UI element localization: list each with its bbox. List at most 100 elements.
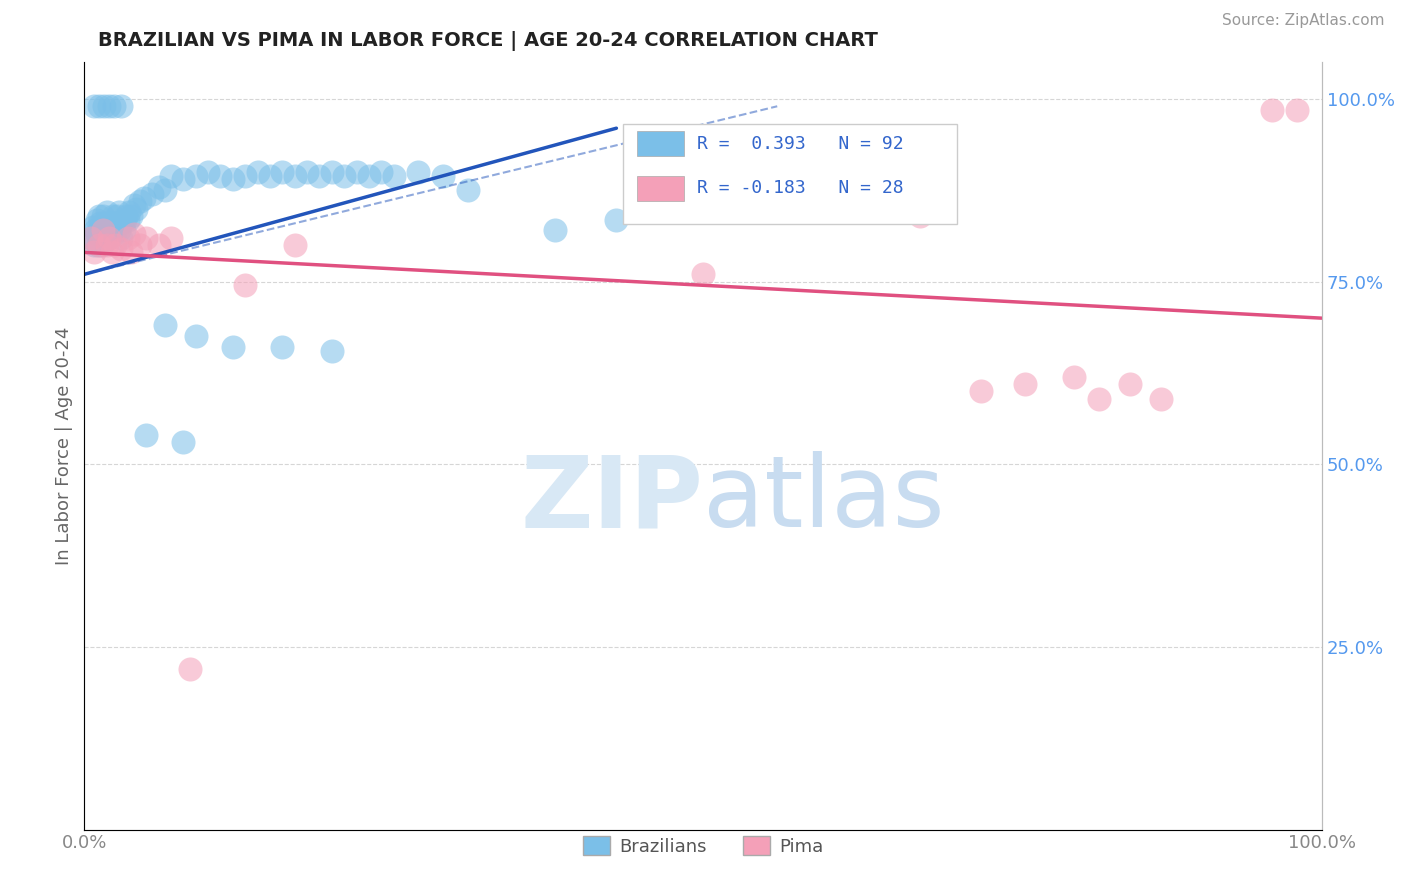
Point	[104, 238, 127, 252]
Point	[271, 340, 294, 354]
Point	[84, 223, 107, 237]
Point	[122, 227, 145, 241]
Point	[432, 169, 454, 183]
Point	[1285, 103, 1308, 117]
Point	[370, 165, 392, 179]
Point	[89, 227, 111, 241]
Point	[184, 169, 207, 183]
Point	[160, 231, 183, 245]
Point	[160, 169, 183, 183]
Point	[129, 194, 152, 209]
Point	[98, 216, 121, 230]
Point	[110, 231, 132, 245]
Point	[408, 165, 430, 179]
Point	[115, 209, 138, 223]
Point	[98, 231, 121, 245]
Text: Source: ZipAtlas.com: Source: ZipAtlas.com	[1222, 13, 1385, 29]
Point	[100, 245, 122, 260]
Point	[970, 384, 993, 399]
Point	[382, 169, 405, 183]
Text: atlas: atlas	[703, 451, 945, 549]
Point	[120, 209, 142, 223]
Point	[1150, 392, 1173, 406]
Point	[93, 99, 115, 113]
Point	[86, 212, 108, 227]
Point	[148, 238, 170, 252]
Point	[96, 238, 118, 252]
Point	[104, 216, 127, 230]
Point	[100, 216, 122, 230]
Point	[233, 169, 256, 183]
Point	[98, 99, 121, 113]
FancyBboxPatch shape	[637, 176, 685, 201]
Point	[605, 212, 627, 227]
Point	[118, 205, 141, 219]
Point	[233, 278, 256, 293]
Point	[222, 172, 245, 186]
Point	[90, 238, 112, 252]
Point	[153, 318, 176, 333]
Point	[110, 99, 132, 113]
Text: BRAZILIAN VS PIMA IN LABOR FORCE | AGE 20-24 CORRELATION CHART: BRAZILIAN VS PIMA IN LABOR FORCE | AGE 2…	[98, 31, 879, 51]
Point	[271, 165, 294, 179]
Point	[103, 99, 125, 113]
Point	[179, 662, 201, 676]
Point	[105, 209, 128, 223]
Point	[284, 238, 307, 252]
Point	[89, 216, 111, 230]
Point	[172, 435, 194, 450]
Point	[79, 231, 101, 245]
Point	[122, 198, 145, 212]
Point	[284, 169, 307, 183]
Point	[125, 202, 148, 216]
Point	[83, 245, 105, 260]
Point	[141, 186, 163, 201]
Point	[148, 179, 170, 194]
Point	[91, 223, 114, 237]
Point	[259, 169, 281, 183]
Point	[543, 223, 565, 237]
Point	[1261, 103, 1284, 117]
Point	[110, 216, 132, 230]
Point	[135, 428, 157, 442]
Point	[222, 340, 245, 354]
Point	[91, 209, 114, 223]
Point	[1088, 392, 1111, 406]
Point	[295, 165, 318, 179]
Point	[82, 219, 104, 234]
Point	[692, 268, 714, 282]
Point	[96, 205, 118, 219]
Point	[197, 165, 219, 179]
Point	[120, 245, 142, 260]
Point	[135, 231, 157, 245]
Y-axis label: In Labor Force | Age 20-24: In Labor Force | Age 20-24	[55, 326, 73, 566]
Point	[172, 172, 194, 186]
FancyBboxPatch shape	[623, 124, 956, 224]
Point	[1014, 376, 1036, 391]
Point	[117, 231, 139, 245]
Point	[153, 183, 176, 197]
Point	[87, 238, 110, 252]
Point	[98, 223, 121, 237]
Point	[96, 219, 118, 234]
Point	[91, 223, 114, 237]
Point	[321, 165, 343, 179]
Point	[184, 329, 207, 343]
FancyBboxPatch shape	[637, 131, 685, 156]
Point	[457, 183, 479, 197]
Point	[117, 212, 139, 227]
Point	[110, 242, 132, 256]
Point	[1063, 369, 1085, 384]
Point	[108, 223, 131, 237]
Point	[132, 191, 155, 205]
Point	[908, 209, 931, 223]
Point	[107, 216, 129, 230]
Point	[357, 169, 380, 183]
Point	[101, 209, 124, 223]
Point	[89, 99, 111, 113]
Point	[89, 238, 111, 252]
Point	[129, 238, 152, 252]
Point	[346, 165, 368, 179]
Point	[103, 227, 125, 241]
Point	[333, 169, 356, 183]
